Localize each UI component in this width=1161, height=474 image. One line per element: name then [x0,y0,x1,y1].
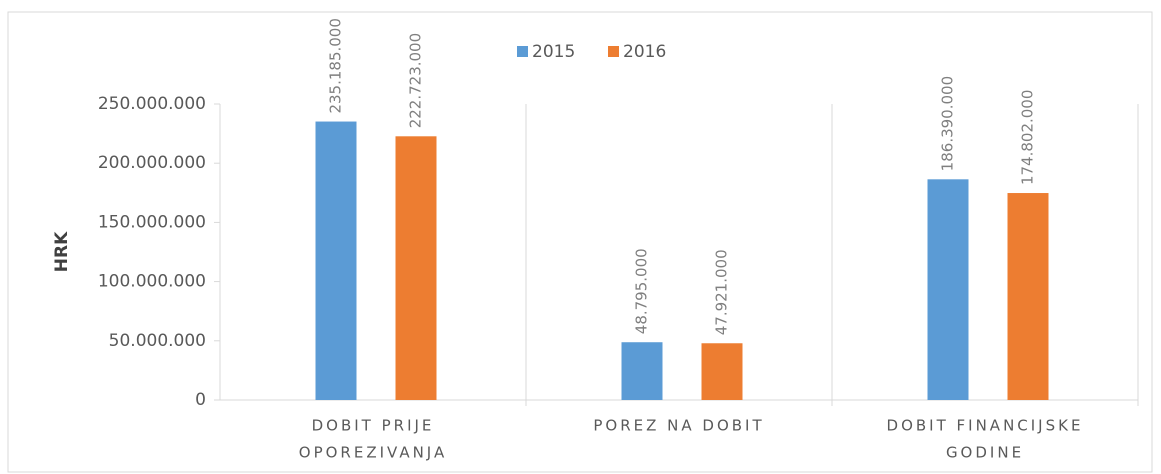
legend-label: 2016 [623,42,666,62]
x-tick-label: DOBIT FINANCIJSKE [887,417,1084,435]
bar [315,121,357,401]
data-label: 48.795.000 [633,248,651,334]
legend-label: 2015 [532,42,575,62]
y-axis-title: HRK [52,231,72,272]
y-tick-label: 150.000.000 [98,212,206,232]
y-tick-label: 100.000.000 [98,272,206,292]
x-tick-label: OPOREZIVANJA [299,444,447,462]
x-tick-label: DOBIT PRIJE [312,417,435,435]
legend-swatch [517,46,528,57]
data-label: 174.802.000 [1019,90,1037,185]
data-label: 235.185.000 [327,18,345,113]
bar [395,136,437,401]
chart-border [7,11,1153,473]
bar [1007,193,1049,400]
data-label: 222.723.000 [407,33,425,128]
data-label: 47.921.000 [713,249,731,335]
bar [927,179,969,400]
data-label: 186.390.000 [939,76,957,171]
legend-swatch [608,46,619,57]
y-tick-label: 50.000.000 [109,331,206,351]
x-tick-label: POREZ NA DOBIT [593,417,764,435]
y-tick-label: 250.000.000 [98,94,206,114]
bar [621,342,663,400]
y-tick-label: 200.000.000 [98,153,206,173]
y-tick-label: 0 [195,390,206,410]
x-tick-label: GODINE [946,444,1024,462]
bar [701,343,743,400]
